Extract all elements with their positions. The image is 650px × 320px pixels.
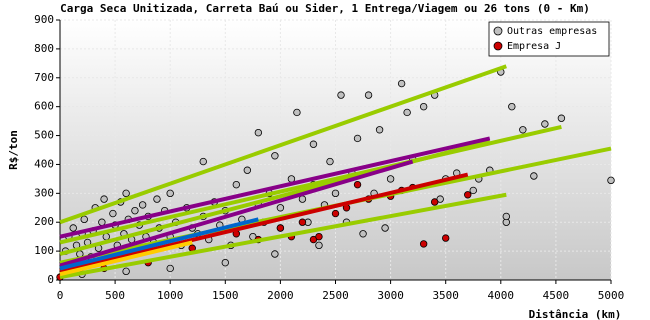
- point: [464, 191, 472, 199]
- legend-marker: [493, 26, 503, 36]
- point: [80, 215, 88, 224]
- y-axis-label: R$/ton: [7, 130, 20, 170]
- x-tick-label: 4500: [543, 289, 570, 302]
- y-tick-label: 700: [34, 71, 54, 84]
- point: [243, 166, 252, 174]
- point: [530, 172, 538, 180]
- x-tick-label: 3500: [432, 289, 459, 302]
- legend-marker: [493, 41, 503, 51]
- point: [337, 91, 345, 99]
- point: [442, 234, 450, 242]
- y-tick-label: 0: [47, 273, 54, 286]
- y-tick-label: 400: [34, 157, 54, 170]
- x-tick-label: 3000: [377, 289, 404, 302]
- point: [109, 209, 117, 218]
- point: [502, 212, 511, 221]
- x-tick-label: 1000: [157, 289, 184, 302]
- point: [519, 126, 527, 134]
- legend-label: Outras empresas: [507, 26, 597, 37]
- y-tick-label: 900: [34, 13, 54, 26]
- x-tick-label: 500: [105, 289, 125, 302]
- point: [557, 114, 566, 122]
- point: [166, 189, 174, 198]
- y-tick-label: 200: [34, 215, 54, 228]
- point: [221, 258, 229, 267]
- point: [419, 102, 428, 111]
- x-tick-label: 4000: [488, 289, 515, 302]
- x-tick-label: 2000: [267, 289, 294, 302]
- point: [353, 180, 362, 189]
- point: [359, 230, 367, 238]
- point: [430, 198, 439, 206]
- x-tick-label: 2500: [322, 289, 349, 302]
- point: [276, 224, 285, 232]
- trend-line: [59, 136, 491, 239]
- point: [276, 204, 285, 212]
- trend-line: [59, 240, 193, 277]
- legend: [488, 21, 610, 57]
- point: [381, 224, 389, 232]
- x-tick-label: 0: [57, 289, 64, 302]
- point: [232, 180, 241, 189]
- point: [254, 128, 263, 137]
- point: [271, 152, 279, 160]
- point: [331, 189, 340, 198]
- point: [403, 108, 411, 117]
- point: [315, 232, 323, 241]
- trend-line: [59, 64, 507, 225]
- trend-line: [59, 172, 469, 274]
- point: [122, 267, 130, 276]
- point: [298, 218, 307, 226]
- y-tick-label: 300: [34, 186, 54, 199]
- x-tick-label: 5000: [598, 289, 625, 302]
- point: [375, 126, 384, 134]
- legend-label: Empresa J: [507, 41, 561, 52]
- point: [131, 206, 139, 215]
- point: [541, 120, 549, 128]
- point: [166, 264, 174, 273]
- point: [331, 209, 340, 218]
- point: [153, 195, 161, 203]
- point: [122, 189, 130, 198]
- point: [199, 157, 207, 166]
- y-tick-label: 100: [34, 244, 54, 257]
- point: [508, 102, 516, 111]
- point: [271, 250, 279, 258]
- trend-line: [59, 192, 507, 280]
- chart-title: Carga Seca Unitizada, Carreta Baú ou Sid…: [60, 2, 590, 15]
- y-tick-label: 600: [34, 100, 54, 113]
- point: [100, 195, 108, 203]
- point: [397, 79, 406, 88]
- point: [386, 175, 395, 183]
- point: [607, 176, 615, 185]
- trend-line: [59, 217, 259, 271]
- point: [364, 91, 373, 99]
- point: [293, 108, 301, 117]
- point: [69, 224, 77, 232]
- y-tick-label: 800: [34, 42, 54, 55]
- point: [315, 241, 323, 250]
- y-tick-label: 500: [34, 129, 54, 142]
- trend-line: [59, 139, 491, 256]
- point: [326, 157, 334, 166]
- point: [138, 201, 147, 209]
- point: [469, 186, 477, 195]
- trend-line: [59, 159, 414, 268]
- x-tick-label: 1500: [212, 289, 239, 302]
- point: [419, 240, 428, 248]
- x-axis-label: Distância (km): [529, 308, 622, 320]
- point: [353, 134, 362, 143]
- point: [309, 140, 318, 148]
